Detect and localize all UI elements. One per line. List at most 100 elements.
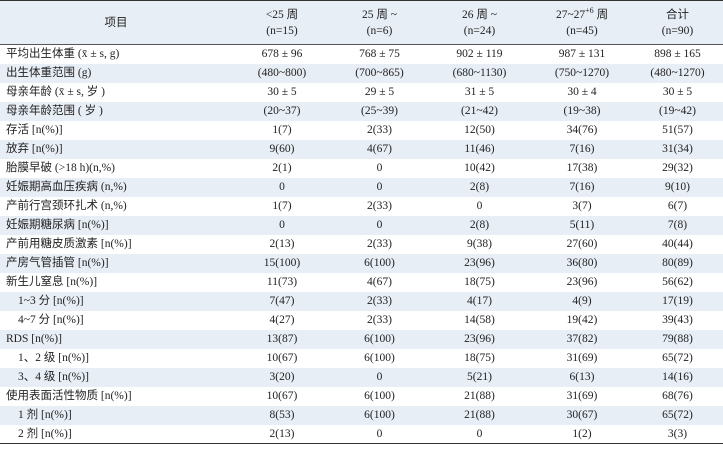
- row-label: 2 剂 [n(%)]: [0, 424, 232, 444]
- cell-value: 18(75): [464, 352, 495, 364]
- cell-value: 17(19): [662, 295, 693, 307]
- cell-value: 31(69): [566, 390, 598, 402]
- cell-value: 15(100): [263, 257, 301, 269]
- cell-value: 3(3): [632, 424, 723, 444]
- table-row: 产房气管插管 [n(%)] 15(100) 6(100) 23(96) 36(80) 80…: [0, 253, 723, 273]
- cell-value: 5(11): [569, 219, 595, 231]
- cell-value: 902 ± 119: [456, 48, 503, 61]
- table-row: 1~3 分 [n(%)] 7(47) 2(33) 4(17) 4(9) 17(19): [0, 291, 723, 311]
- cell-value: 0: [376, 219, 383, 231]
- cell-value: 18(75): [464, 276, 495, 288]
- table-row: 产前用糖皮质激素 [n(%)] 2(13) 2(33) 9(38) 27(60) 40(4…: [0, 234, 723, 254]
- cell-value: 2(33): [367, 238, 392, 250]
- cell-value: (25~39): [361, 105, 398, 117]
- header-label-group: 27~27+6 周: [532, 5, 632, 23]
- cell-value: 11(46): [464, 143, 495, 155]
- row-label: 妊娠期高血压疾病 (n,%): [6, 181, 127, 193]
- cell-value: 678 ± 96: [261, 48, 303, 61]
- cell-value: 6(100): [364, 333, 395, 345]
- cell-value: 51(57): [662, 124, 693, 136]
- cell-value: 0: [376, 162, 383, 174]
- cell-value: 9(10): [665, 181, 690, 193]
- cell-value: 10(67): [266, 352, 298, 364]
- cell-value: 31(69): [566, 352, 598, 364]
- cell-value: 7(16): [569, 143, 595, 155]
- table-row: 新生儿窒息 [n(%)] 11(73) 4(67) 18(75) 23(96) 56(62…: [0, 272, 723, 292]
- cell-value: 4(67): [367, 143, 392, 155]
- table-row: 母亲年龄 (x̄ ± s, 岁 ) 30 ± 5 29 ± 5 31 ± 5 30 ± …: [0, 82, 723, 102]
- header-cell-25: 25 周 ~ (n=6): [332, 0, 427, 45]
- cell-value: 29 ± 5: [364, 86, 395, 98]
- cell-value: 768 ± 75: [359, 48, 400, 61]
- row-label: 使用表面活性物质 [n(%)]: [6, 390, 132, 402]
- cell-value: (700~865): [355, 67, 404, 79]
- cell-value: 2(1): [272, 162, 292, 174]
- cell-value: 10(42): [464, 162, 495, 174]
- cell-value: 987 ± 131: [558, 48, 606, 61]
- header-label: 27~27: [555, 8, 586, 21]
- row-label: 产前行宫颈环扎术 (n,%): [6, 200, 127, 212]
- table-row: 存活 [n(%)] 1(7) 2(33) 12(50) 34(76) 51(57): [0, 120, 723, 140]
- cell-value: 1(2): [532, 424, 632, 444]
- cell-value: 2(13): [232, 424, 332, 444]
- table-row: 4~7 分 [n(%)] 4(27) 2(33) 14(58) 19(42) 39(43): [0, 310, 723, 330]
- header-label-sup: +6: [585, 5, 594, 15]
- row-label: 1、2 级 [n(%)]: [18, 352, 89, 364]
- cell-value: 37(82): [566, 333, 598, 345]
- cell-value: 0: [279, 181, 285, 193]
- header-label: 26 周 ~: [462, 8, 497, 21]
- table-row: 胎膜早破 (>18 h)(n,%) 2(1) 0 10(42) 17(38) 29(32): [0, 158, 723, 178]
- header-cell-27: 27~27+6 周 (n=45): [532, 0, 632, 45]
- cell-value: 6(100): [364, 390, 395, 402]
- cell-value: 2(8): [469, 219, 490, 231]
- row-label: 平均出生体重 (x̄ ± s, g): [6, 48, 120, 61]
- cell-value: 65(72): [662, 409, 693, 421]
- cell-value: (680~1130): [452, 67, 507, 79]
- cell-value: (480~1270): [650, 67, 705, 79]
- row-label: 母亲年龄 (x̄ ± s, 岁 ): [6, 86, 105, 98]
- table-row: 1、2 级 [n(%)] 10(67) 6(100) 18(75) 31(69) 65(7…: [0, 348, 723, 368]
- cell-value: 21(88): [464, 390, 495, 402]
- table-row: 平均出生体重 (x̄ ± s, g) 678 ± 96 768 ± 75 902 ± …: [0, 44, 723, 64]
- cell-value: 6(100): [364, 352, 395, 364]
- cell-value: 5(21): [467, 371, 492, 383]
- table-body: 平均出生体重 (x̄ ± s, g) 678 ± 96 768 ± 75 902 ± …: [0, 44, 723, 444]
- cell-value: 30(67): [566, 409, 598, 421]
- cell-value: 1(7): [272, 200, 292, 212]
- cell-value: (20~37): [263, 105, 301, 117]
- cell-value: 65(72): [662, 352, 693, 364]
- header-label-suffix: 周: [593, 8, 609, 21]
- cell-value: 23(96): [464, 257, 495, 269]
- cell-value: 31 ± 5: [464, 86, 495, 98]
- cell-value: 7(47): [269, 295, 295, 307]
- cell-value: 68(76): [662, 390, 693, 402]
- header-count: (n=90): [661, 24, 694, 37]
- table-row: 2 剂 [n(%)] 2(13) 0 0 1(2) 3(3): [0, 424, 723, 444]
- cell-value: 0: [332, 424, 427, 444]
- cell-value: 7(8): [667, 219, 688, 231]
- header-label: <25 周: [265, 8, 299, 21]
- cell-value: 6(7): [667, 200, 688, 212]
- cell-value: 0: [427, 424, 532, 444]
- row-label: 出生体重范围 (g): [6, 67, 92, 79]
- row-label: 存活 [n(%)]: [6, 124, 63, 136]
- cell-value: 4(67): [367, 276, 392, 288]
- cell-value: (19~42): [659, 105, 696, 117]
- cell-value: 6(100): [364, 257, 395, 269]
- row-label: 胎膜早破 (>18 h)(n,%): [6, 162, 116, 174]
- cell-value: 30 ± 5: [662, 86, 693, 98]
- cell-value: 1(7): [272, 124, 292, 136]
- row-label: 产前用糖皮质激素 [n(%)]: [6, 238, 132, 250]
- row-label: 1 剂 [n(%)]: [18, 409, 72, 421]
- cell-value: 13(87): [266, 333, 298, 345]
- table-row: 放弃 [n(%)] 9(60) 4(67) 11(46) 7(16) 31(34): [0, 139, 723, 159]
- cell-value: 79(88): [662, 333, 693, 345]
- header-label: 合计: [666, 8, 689, 21]
- table-row: 产前行宫颈环扎术 (n,%) 1(7) 2(33) 0 3(7) 6(7): [0, 196, 723, 216]
- cell-value: 36(80): [566, 257, 598, 269]
- row-label: 1~3 分 [n(%)]: [18, 295, 84, 307]
- cell-value: (21~42): [461, 105, 498, 117]
- header-label: 项目: [104, 16, 128, 29]
- cell-value: 23(96): [464, 333, 495, 345]
- table-row: 妊娠期高血压疾病 (n,%) 0 0 2(8) 7(16) 9(10): [0, 177, 723, 197]
